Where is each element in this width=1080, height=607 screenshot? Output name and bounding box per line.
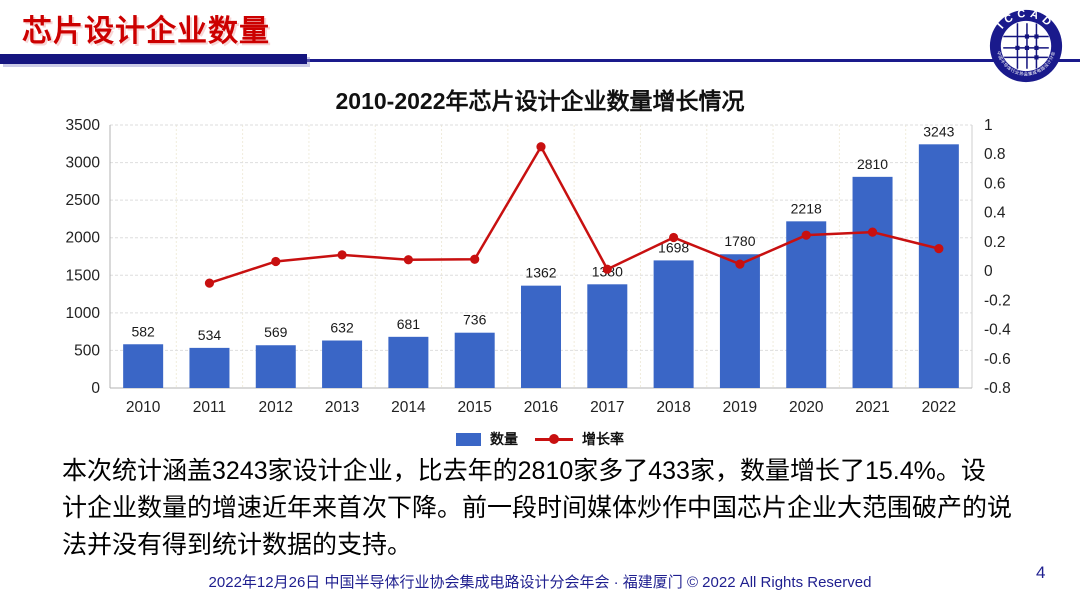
svg-text:0.6: 0.6	[984, 175, 1006, 192]
svg-text:582: 582	[131, 323, 155, 339]
title-rule-thick	[0, 54, 307, 64]
legend-line-label: 增长率	[582, 431, 624, 447]
title-rule-thin	[0, 59, 1080, 62]
svg-text:736: 736	[463, 312, 487, 328]
chart-title: 2010-2022年芯片设计企业数量增长情况	[335, 88, 745, 114]
legend-bar-label: 数量	[490, 431, 518, 447]
legend-bar-swatch	[456, 432, 481, 446]
svg-text:1000: 1000	[66, 305, 101, 322]
svg-text:0.4: 0.4	[984, 205, 1006, 222]
combo-chart: 5825345696326817361362138016981780221828…	[0, 112, 1080, 430]
svg-text:569: 569	[264, 324, 288, 340]
body-line: 计企业数量的增速近年来首次下降。前一段时间媒体炒作中国芯片企业大范围破产的说	[62, 494, 1013, 522]
svg-text:2218: 2218	[791, 200, 822, 216]
svg-text:-0.2: -0.2	[984, 292, 1011, 309]
svg-text:3000: 3000	[66, 155, 101, 172]
svg-text:-0.8: -0.8	[984, 380, 1011, 397]
page-number: 4	[1036, 563, 1046, 582]
svg-text:3243: 3243	[923, 123, 954, 139]
svg-text:681: 681	[397, 316, 421, 332]
svg-text:2014: 2014	[391, 399, 426, 416]
svg-text:1780: 1780	[724, 233, 755, 249]
svg-text:2017: 2017	[590, 399, 624, 416]
svg-text:2011: 2011	[193, 399, 226, 416]
svg-text:1362: 1362	[525, 265, 556, 281]
chart-legend: 数量 增长率	[0, 430, 1080, 448]
svg-text:2012: 2012	[259, 399, 293, 416]
logo-grid-dots	[1015, 34, 1039, 60]
svg-text:0.2: 0.2	[984, 234, 1006, 251]
svg-text:3500: 3500	[66, 117, 101, 134]
svg-text:2016: 2016	[524, 399, 558, 416]
iccad-logo: ICCAD 中国半导体行业协会集成电路设计分会	[989, 8, 1063, 83]
chart-canvas: 5825345696326817361362138016981780221828…	[66, 117, 1012, 416]
body-line: 本次统计涵盖3243家设计企业，比去年的2810家多了433家，数量增长了15.…	[62, 457, 986, 485]
body-paragraph: 本次统计涵盖3243家设计企业，比去年的2810家多了433家，数量增长了15.…	[62, 453, 1042, 564]
svg-text:2020: 2020	[789, 399, 824, 416]
svg-text:500: 500	[74, 342, 100, 359]
svg-text:2018: 2018	[656, 399, 690, 416]
footer-credits: 2022年12月26日 中国半导体行业协会集成电路设计分会年会 · 福建厦门 ©…	[208, 574, 872, 591]
svg-text:632: 632	[330, 320, 354, 336]
svg-text:-0.4: -0.4	[984, 322, 1011, 339]
svg-text:534: 534	[198, 327, 222, 343]
svg-text:2000: 2000	[66, 230, 101, 247]
svg-text:0.8: 0.8	[984, 146, 1006, 163]
svg-text:0: 0	[984, 263, 993, 280]
svg-text:2010: 2010	[126, 399, 161, 416]
svg-text:0: 0	[91, 380, 100, 397]
svg-text:1500: 1500	[66, 267, 101, 284]
svg-text:2500: 2500	[66, 192, 101, 209]
svg-text:2022: 2022	[922, 399, 956, 416]
svg-text:2021: 2021	[855, 399, 889, 416]
page-title: 芯片设计企业数量	[22, 15, 270, 48]
svg-text:2810: 2810	[857, 156, 888, 172]
svg-text:2015: 2015	[457, 399, 491, 416]
svg-text:1: 1	[984, 117, 993, 134]
svg-text:-0.6: -0.6	[984, 351, 1011, 368]
legend-line-swatch	[535, 433, 573, 445]
svg-text:2013: 2013	[325, 399, 359, 416]
svg-text:1698: 1698	[658, 239, 689, 255]
body-line: 法并没有得到统计数据的支持。	[62, 531, 413, 559]
svg-text:2019: 2019	[723, 399, 757, 416]
